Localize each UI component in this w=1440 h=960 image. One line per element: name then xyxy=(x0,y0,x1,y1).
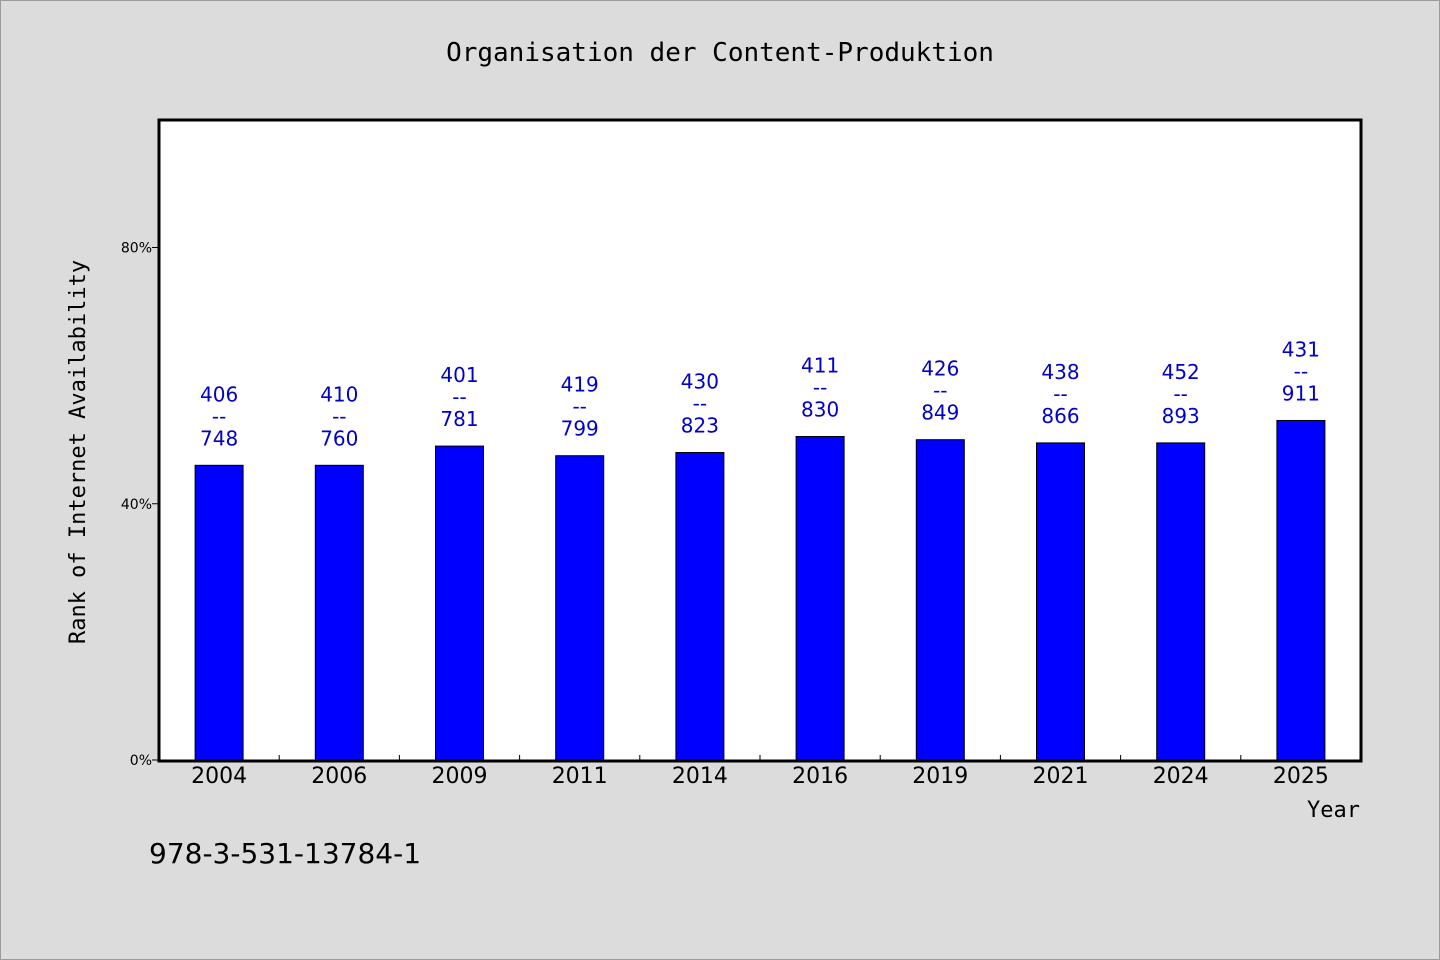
bar-2011 xyxy=(555,455,605,761)
data-label-2021-0: 438 xyxy=(1041,360,1079,384)
data-label-2016-2: 830 xyxy=(801,397,839,421)
bar-2021 xyxy=(1036,442,1085,761)
data-label-2011-2: 799 xyxy=(561,417,599,441)
data-label-2009-2: 781 xyxy=(440,407,478,431)
x-tick-label-2006: 2006 xyxy=(311,764,367,789)
data-label-2024-1: -- xyxy=(1173,382,1187,406)
y-axis: 0% 40% 80% xyxy=(121,241,159,769)
data-label-2006-2: 760 xyxy=(320,426,358,450)
data-label-2009-0: 401 xyxy=(440,363,478,387)
data-label-2006-1: -- xyxy=(332,404,346,428)
data-label-2021-1: -- xyxy=(1053,382,1067,406)
data-label-2011-1: -- xyxy=(572,395,586,419)
bar-2016 xyxy=(795,435,845,761)
x-tick-label-2011: 2011 xyxy=(552,764,608,789)
bar-2019 xyxy=(915,439,965,761)
bar-2009 xyxy=(435,445,484,761)
x-tick-label-2019: 2019 xyxy=(912,764,968,789)
data-label-2019-2: 849 xyxy=(921,401,959,425)
data-label-2014-1: -- xyxy=(693,392,707,416)
y-tick-label-40%: 40% xyxy=(121,497,152,513)
data-label-2025-1: -- xyxy=(1294,359,1308,383)
x-tick-label-2004: 2004 xyxy=(191,764,247,789)
data-label-2016-0: 411 xyxy=(801,353,839,377)
data-label-2009-1: -- xyxy=(452,385,466,409)
y-tick-label-80%: 80% xyxy=(121,241,152,257)
bars-layer xyxy=(194,419,1326,761)
data-label-2016-1: -- xyxy=(813,375,827,399)
bar-2014 xyxy=(675,452,725,761)
data-label-2024-2: 893 xyxy=(1162,404,1200,428)
data-label-2025-2: 911 xyxy=(1282,381,1320,405)
chart-title: Organisation der Content-Produktion xyxy=(446,38,994,68)
bar-2025 xyxy=(1276,419,1326,761)
x-tick-label-2014: 2014 xyxy=(672,764,728,789)
y-axis-title: Rank of Internet Availability xyxy=(66,260,91,644)
data-label-2019-1: -- xyxy=(933,379,947,403)
data-label-2014-0: 430 xyxy=(681,370,719,394)
data-label-2014-2: 823 xyxy=(681,414,719,438)
data-label-2024-0: 452 xyxy=(1162,360,1200,384)
x-axis-title: Year xyxy=(1307,798,1360,823)
x-axis: 2004 2006 2009 2011 2014 2016 2019 2021 2024 2025 xyxy=(191,755,1329,789)
footnote-isbn: 978-3-531-13784-1 xyxy=(149,837,421,870)
data-label-2011-0: 419 xyxy=(561,373,599,397)
x-tick-label-2024: 2024 xyxy=(1153,764,1209,789)
data-label-2025-0: 431 xyxy=(1282,337,1320,361)
x-tick-label-2016: 2016 xyxy=(792,764,848,789)
data-label-2006-0: 410 xyxy=(320,382,358,406)
bar-2024 xyxy=(1156,442,1206,761)
x-tick-label-2021: 2021 xyxy=(1033,764,1089,789)
data-label-2019-0: 426 xyxy=(921,357,959,381)
data-label-2004-2: 748 xyxy=(200,426,238,450)
data-labels-layer: 406--748410--760401--781419--799430--823… xyxy=(200,337,1320,450)
data-label-2004-0: 406 xyxy=(200,382,238,406)
data-label-2004-1: -- xyxy=(212,404,226,428)
x-tick-label-2025: 2025 xyxy=(1273,764,1329,789)
data-label-2021-2: 866 xyxy=(1041,404,1079,428)
bar-2006 xyxy=(314,464,364,761)
y-tick-label-0%: 0% xyxy=(130,753,152,769)
bar-2004 xyxy=(194,464,244,761)
x-tick-label-2009: 2009 xyxy=(432,764,488,789)
